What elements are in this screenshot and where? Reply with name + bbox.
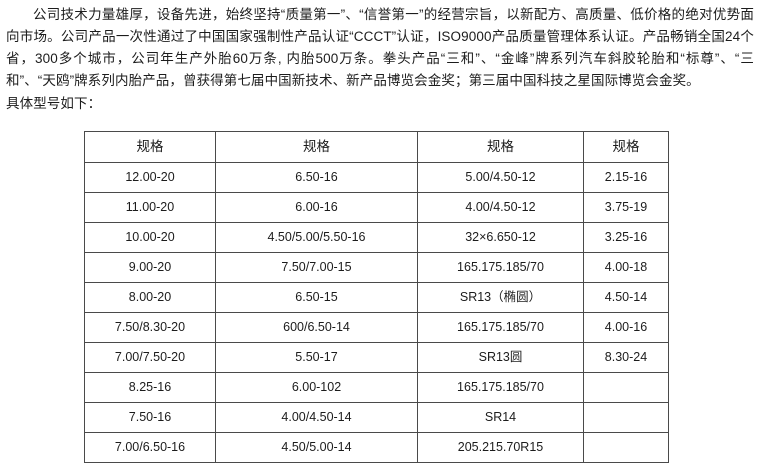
spec-cell: 7.50/8.30-20 [84, 312, 216, 343]
spec-cell: 8.30-24 [583, 342, 669, 373]
specification-table: 规格 规格 规格 规格 12.00-20 6.50-16 5.00/4.50-1… [84, 131, 669, 463]
spec-cell: 165.175.185/70 [417, 372, 584, 403]
spec-cell: 6.50-16 [215, 162, 418, 193]
spec-cell: 6.00-102 [215, 372, 418, 403]
spec-cell: 4.50/5.00-14 [215, 432, 418, 463]
spec-cell: 165.175.185/70 [417, 252, 584, 283]
spec-cell: 8.25-16 [84, 372, 216, 403]
spec-cell: SR13圆 [417, 342, 584, 373]
spec-cell: SR14 [417, 402, 584, 433]
spec-cell: 7.50-16 [84, 402, 216, 433]
spec-cell: 11.00-20 [84, 192, 216, 223]
spec-cell: 205.215.70R15 [417, 432, 584, 463]
intro-text-block: 公司技术力量雄厚，设备先进，始终坚持“质量第一”、“信誉第一”的经营宗旨，以新配… [0, 0, 760, 115]
spec-cell: 6.00-16 [215, 192, 418, 223]
spec-cell: 4.50/5.00/5.50-16 [215, 222, 418, 253]
spec-cell: 4.50-14 [583, 282, 669, 313]
spec-cell: 8.00-20 [84, 282, 216, 313]
spec-cell-empty [583, 432, 669, 463]
spec-cell: 3.25-16 [583, 222, 669, 253]
table-row: 12.00-20 6.50-16 5.00/4.50-12 2.15-16 [84, 162, 669, 193]
spec-cell: 3.75-19 [583, 192, 669, 223]
spec-cell: 165.175.185/70 [417, 312, 584, 343]
table-body: 12.00-20 6.50-16 5.00/4.50-12 2.15-16 11… [84, 162, 669, 463]
table-row: 10.00-20 4.50/5.00/5.50-16 32×6.650-12 3… [84, 222, 669, 253]
column-header-2: 规格 [215, 131, 418, 163]
spec-cell: 4.00/4.50-14 [215, 402, 418, 433]
table-row: 11.00-20 6.00-16 4.00/4.50-12 3.75-19 [84, 192, 669, 223]
spec-cell: 6.50-15 [215, 282, 418, 313]
table-row: 7.00/6.50-16 4.50/5.00-14 205.215.70R15 [84, 432, 669, 463]
spec-cell: 2.15-16 [583, 162, 669, 193]
table-header-row: 规格 规格 规格 规格 [84, 131, 669, 163]
table-row: 7.50/8.30-20 600/6.50-14 165.175.185/70 … [84, 312, 669, 343]
spec-cell: 7.00/6.50-16 [84, 432, 216, 463]
column-header-1: 规格 [84, 131, 216, 163]
table-row: 7.50-16 4.00/4.50-14 SR14 [84, 402, 669, 433]
models-lead-in-line: 具体型号如下： [6, 96, 102, 111]
spec-cell: 7.50/7.00-15 [215, 252, 418, 283]
spec-cell: 600/6.50-14 [215, 312, 418, 343]
table-row: 8.25-16 6.00-102 165.175.185/70 [84, 372, 669, 403]
spec-cell: 9.00-20 [84, 252, 216, 283]
spec-cell: 5.50-17 [215, 342, 418, 373]
table-row: 8.00-20 6.50-15 SR13（椭圆） 4.50-14 [84, 282, 669, 313]
spec-cell-empty [583, 402, 669, 433]
table-row: 7.00/7.50-20 5.50-17 SR13圆 8.30-24 [84, 342, 669, 373]
spec-cell: 4.00/4.50-12 [417, 192, 584, 223]
spec-cell: 4.00-18 [583, 252, 669, 283]
spec-cell: 32×6.650-12 [417, 222, 584, 253]
spec-cell: 4.00-16 [583, 312, 669, 343]
spec-table-container: 规格 规格 规格 规格 12.00-20 6.50-16 5.00/4.50-1… [84, 131, 669, 463]
spec-cell: 7.00/7.50-20 [84, 342, 216, 373]
spec-cell-empty [583, 372, 669, 403]
spec-cell: 12.00-20 [84, 162, 216, 193]
spec-cell: 10.00-20 [84, 222, 216, 253]
column-header-3: 规格 [417, 131, 584, 163]
table-row: 9.00-20 7.50/7.00-15 165.175.185/70 4.00… [84, 252, 669, 283]
spec-cell: 5.00/4.50-12 [417, 162, 584, 193]
column-header-4: 规格 [583, 131, 669, 163]
company-description-paragraph: 公司技术力量雄厚，设备先进，始终坚持“质量第一”、“信誉第一”的经营宗旨，以新配… [6, 7, 754, 88]
spec-cell: SR13（椭圆） [417, 282, 584, 313]
